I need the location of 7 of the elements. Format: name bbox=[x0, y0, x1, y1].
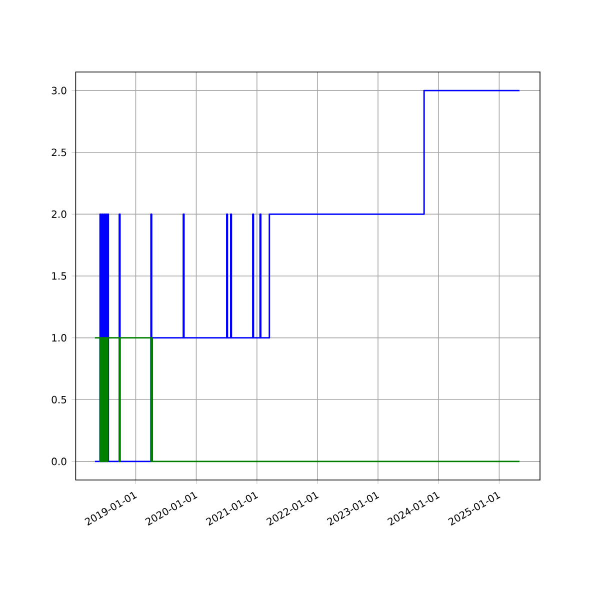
y-tick-label: 2.0 bbox=[52, 210, 66, 218]
y-tick-label: 1.5 bbox=[52, 272, 66, 280]
y-tick-label: 0.0 bbox=[52, 458, 66, 466]
y-tick-label: 0.5 bbox=[52, 396, 66, 404]
y-tick-label: 2.5 bbox=[52, 148, 66, 156]
y-tick-label: 1.0 bbox=[52, 334, 66, 342]
y-tick-label: 3.0 bbox=[52, 86, 66, 94]
